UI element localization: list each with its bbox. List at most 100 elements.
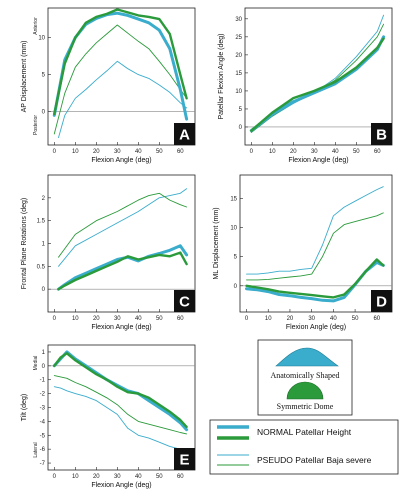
y-axis-label: Frontal Plane Rotations (deg) [21, 198, 28, 289]
y-tick-label: -3 [40, 406, 46, 412]
y-axis-label: Tilt (deg) [21, 394, 28, 421]
panel-badge-letter: E [179, 452, 189, 469]
x-tick-label: 40 [332, 149, 339, 155]
side-label-bottom: Posterior [33, 115, 39, 135]
plot-frame [244, 7, 393, 146]
series-line-normal-dome [245, 258, 385, 299]
x-tick-label: 10 [72, 474, 79, 480]
x-tick-label: 0 [53, 474, 57, 480]
y-tick-label: 10 [230, 225, 237, 231]
series-line-pseudo-dome [53, 24, 188, 135]
y-tick-label: 15 [235, 71, 242, 77]
x-tick-label: 20 [93, 149, 100, 155]
series-line-pseudo-dome [246, 212, 384, 281]
x-tick-label: 0 [250, 149, 254, 155]
series-line-normal-anatomic [249, 35, 386, 133]
x-tick-label: 40 [135, 316, 142, 322]
y-tick-label: 1 [42, 350, 46, 356]
x-tick-label: 60 [374, 149, 381, 155]
height-legend: NORMAL Patellar Height PSEUDO Patellar B… [209, 419, 399, 475]
chart-panel-b: 0 10 20 30 40 50 60 0 5 10 15 20 25 30 Flexion Angle (… [218, 7, 393, 164]
x-tick-label: 40 [135, 474, 142, 480]
x-tick-label: 30 [311, 149, 318, 155]
y-tick-label: 10 [235, 89, 242, 95]
x-tick-label: 60 [373, 316, 380, 322]
y-tick-label: -7 [40, 461, 46, 467]
panel-badge-letter: D [376, 294, 387, 311]
x-tick-label: 40 [330, 316, 337, 322]
x-axis-label: Flexion Angle (deg) [286, 324, 346, 331]
plot-frame [47, 7, 196, 146]
shape-legend: Anatomically Shaped Symmetric Dome [257, 339, 353, 416]
panel-badge-letter: B [376, 127, 387, 144]
x-tick-label: 20 [93, 474, 100, 480]
x-axis-label: Flexion Angle (deg) [91, 482, 151, 489]
series-line-normal-dome [250, 37, 385, 132]
y-tick-label: 5 [239, 107, 243, 113]
x-tick-label: 10 [265, 316, 272, 322]
x-tick-label: 0 [53, 316, 57, 322]
panel-badge [371, 123, 392, 145]
x-tick-label: 30 [114, 316, 121, 322]
x-tick-label: 50 [156, 474, 163, 480]
panel-badge [174, 448, 195, 470]
panel-badge-letter: C [179, 294, 190, 311]
series-line-normal-dome [53, 8, 188, 116]
side-label-top: Anterior [33, 17, 39, 35]
x-tick-label: 50 [156, 149, 163, 155]
anatomic-shape-label: Anatomically Shaped [270, 371, 339, 380]
x-tick-label: 20 [290, 149, 297, 155]
plot-frame [239, 174, 393, 313]
x-axis-label: Flexion Angle (deg) [288, 157, 348, 164]
x-axis-label: Flexion Angle (deg) [91, 157, 151, 164]
series-line-pseudo-anatomic [246, 186, 384, 275]
legend-normal-label: NORMAL Patellar Height [257, 427, 352, 437]
y-tick-label: 0 [42, 364, 46, 370]
y-tick-label: 30 [235, 17, 242, 23]
series-line-pseudo-dome [58, 192, 188, 258]
dome-shape-label: Symmetric Dome [277, 402, 334, 411]
x-tick-label: 30 [114, 149, 121, 155]
y-tick-label: -1 [40, 378, 46, 384]
y-tick-label: 0 [42, 110, 46, 116]
series-line-pseudo-anatomic [58, 188, 188, 267]
plot-frame [47, 174, 196, 313]
x-tick-label: 10 [72, 316, 79, 322]
x-tick-label: 20 [93, 316, 100, 322]
x-tick-label: 60 [177, 149, 184, 155]
y-tick-label: 10 [38, 36, 45, 42]
series-line-pseudo-anatomic [58, 60, 188, 139]
y-tick-label: -4 [40, 419, 46, 425]
y-tick-label: -5 [40, 433, 46, 439]
y-tick-label: 0 [42, 287, 46, 293]
series-line-pseudo-anatomic [53, 386, 188, 450]
y-axis-label: Patellar Flexion Angle (deg) [218, 34, 225, 120]
panel-badge [174, 123, 195, 145]
y-tick-label: 5 [234, 255, 238, 261]
chart-panel-c: 0 10 20 30 40 50 60 0 0.5 1 1.5 2 Flexion Angle (deg… [21, 174, 196, 331]
x-tick-label: 40 [135, 149, 142, 155]
x-tick-label: 60 [177, 474, 184, 480]
side-label-top: Medial [33, 356, 39, 371]
panel-badge [371, 290, 392, 312]
x-axis-label: Flexion Angle (deg) [91, 324, 151, 331]
x-tick-label: 50 [353, 149, 360, 155]
y-tick-label: 20 [235, 53, 242, 59]
x-tick-label: 10 [269, 149, 276, 155]
x-tick-label: 30 [308, 316, 315, 322]
y-tick-label: 5 [42, 73, 46, 79]
dome-shape-icon [286, 381, 324, 400]
panel-badge-letter: A [179, 127, 190, 144]
anatomic-shape-icon [275, 347, 339, 367]
x-tick-label: 60 [177, 316, 184, 322]
series-line-normal-dome [53, 352, 188, 429]
y-tick-label: 25 [235, 35, 242, 41]
series-line-normal-dome [57, 251, 188, 291]
y-tick-label: -2 [40, 392, 46, 398]
panel-badge [174, 290, 195, 312]
legend-pseudo-label: PSEUDO Patellar Baja severe [257, 455, 372, 465]
x-tick-label: 10 [72, 149, 79, 155]
